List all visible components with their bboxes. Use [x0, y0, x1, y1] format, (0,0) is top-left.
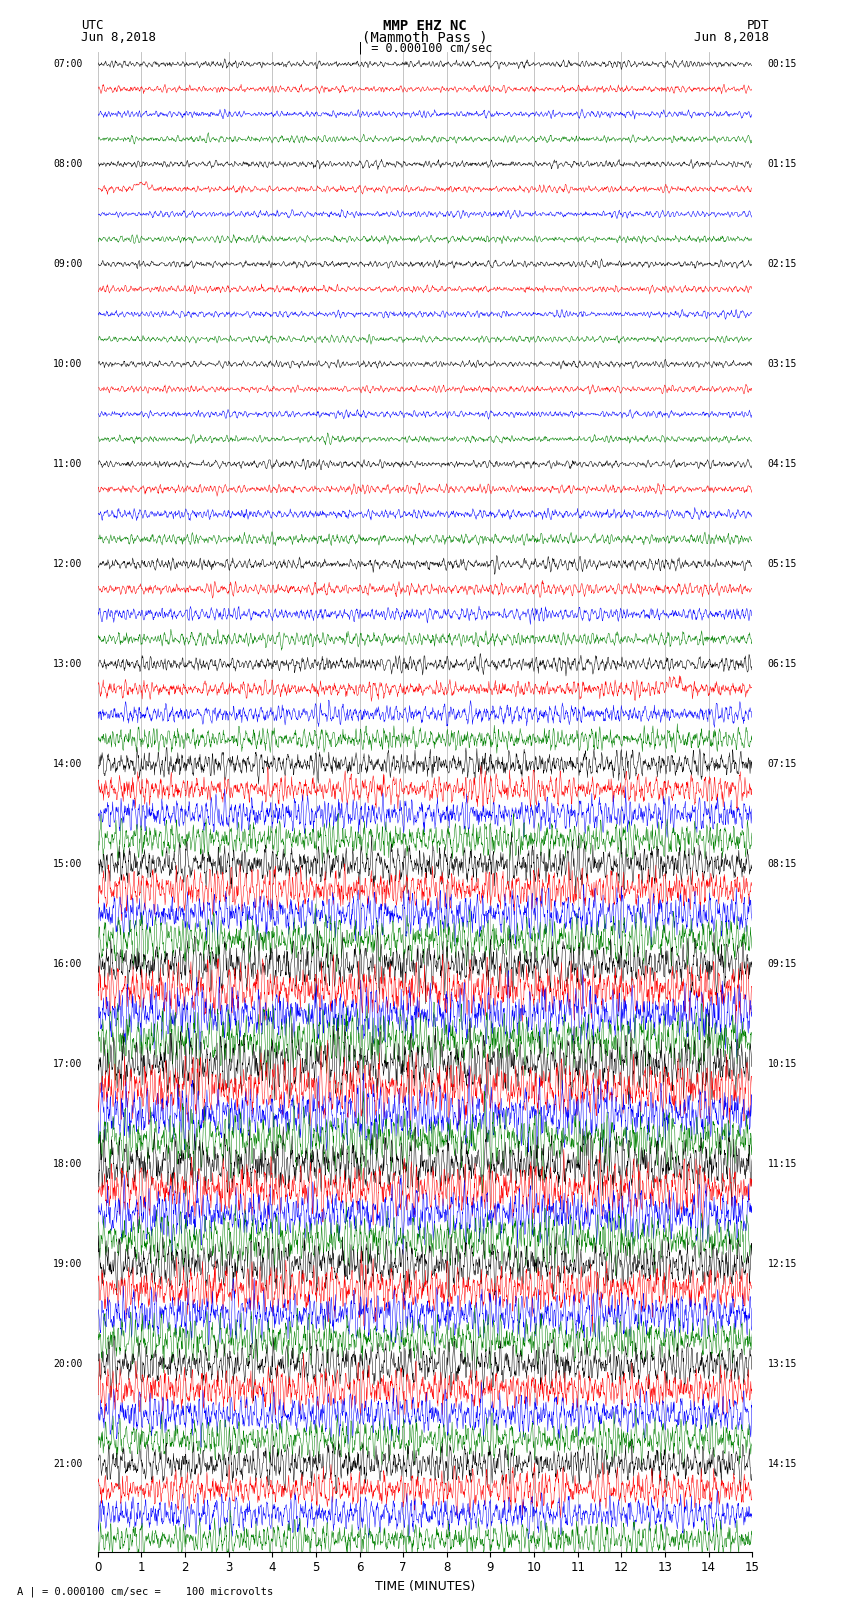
- Text: 04:15: 04:15: [768, 460, 797, 469]
- Text: 09:00: 09:00: [53, 260, 82, 269]
- Text: 11:15: 11:15: [768, 1160, 797, 1169]
- Text: | = 0.000100 cm/sec: | = 0.000100 cm/sec: [357, 42, 493, 55]
- Text: 06:15: 06:15: [768, 660, 797, 669]
- Text: MMP EHZ NC: MMP EHZ NC: [383, 19, 467, 34]
- Text: 12:15: 12:15: [768, 1260, 797, 1269]
- Text: Jun 8,2018: Jun 8,2018: [694, 31, 769, 44]
- Text: 05:15: 05:15: [768, 560, 797, 569]
- Text: 02:15: 02:15: [768, 260, 797, 269]
- Text: 08:00: 08:00: [53, 160, 82, 169]
- Text: 20:00: 20:00: [53, 1360, 82, 1369]
- Text: 08:15: 08:15: [768, 860, 797, 869]
- Text: 13:00: 13:00: [53, 660, 82, 669]
- Text: 14:00: 14:00: [53, 760, 82, 769]
- Text: 12:00: 12:00: [53, 560, 82, 569]
- Text: A | = 0.000100 cm/sec =    100 microvolts: A | = 0.000100 cm/sec = 100 microvolts: [17, 1586, 273, 1597]
- Text: 09:15: 09:15: [768, 960, 797, 969]
- Text: UTC: UTC: [81, 19, 103, 32]
- Text: 15:00: 15:00: [53, 860, 82, 869]
- Text: (Mammoth Pass ): (Mammoth Pass ): [362, 31, 488, 45]
- Text: 19:00: 19:00: [53, 1260, 82, 1269]
- Text: 11:00: 11:00: [53, 460, 82, 469]
- Text: PDT: PDT: [747, 19, 769, 32]
- Text: 10:15: 10:15: [768, 1060, 797, 1069]
- Text: 17:00: 17:00: [53, 1060, 82, 1069]
- Text: 03:15: 03:15: [768, 360, 797, 369]
- Text: 21:00: 21:00: [53, 1460, 82, 1469]
- Text: 07:00: 07:00: [53, 60, 82, 69]
- Text: 14:15: 14:15: [768, 1460, 797, 1469]
- Text: Jun 8,2018: Jun 8,2018: [81, 31, 156, 44]
- Text: 00:15: 00:15: [768, 60, 797, 69]
- Text: 18:00: 18:00: [53, 1160, 82, 1169]
- X-axis label: TIME (MINUTES): TIME (MINUTES): [375, 1581, 475, 1594]
- Text: 10:00: 10:00: [53, 360, 82, 369]
- Text: 01:15: 01:15: [768, 160, 797, 169]
- Text: 07:15: 07:15: [768, 760, 797, 769]
- Text: 13:15: 13:15: [768, 1360, 797, 1369]
- Text: 16:00: 16:00: [53, 960, 82, 969]
